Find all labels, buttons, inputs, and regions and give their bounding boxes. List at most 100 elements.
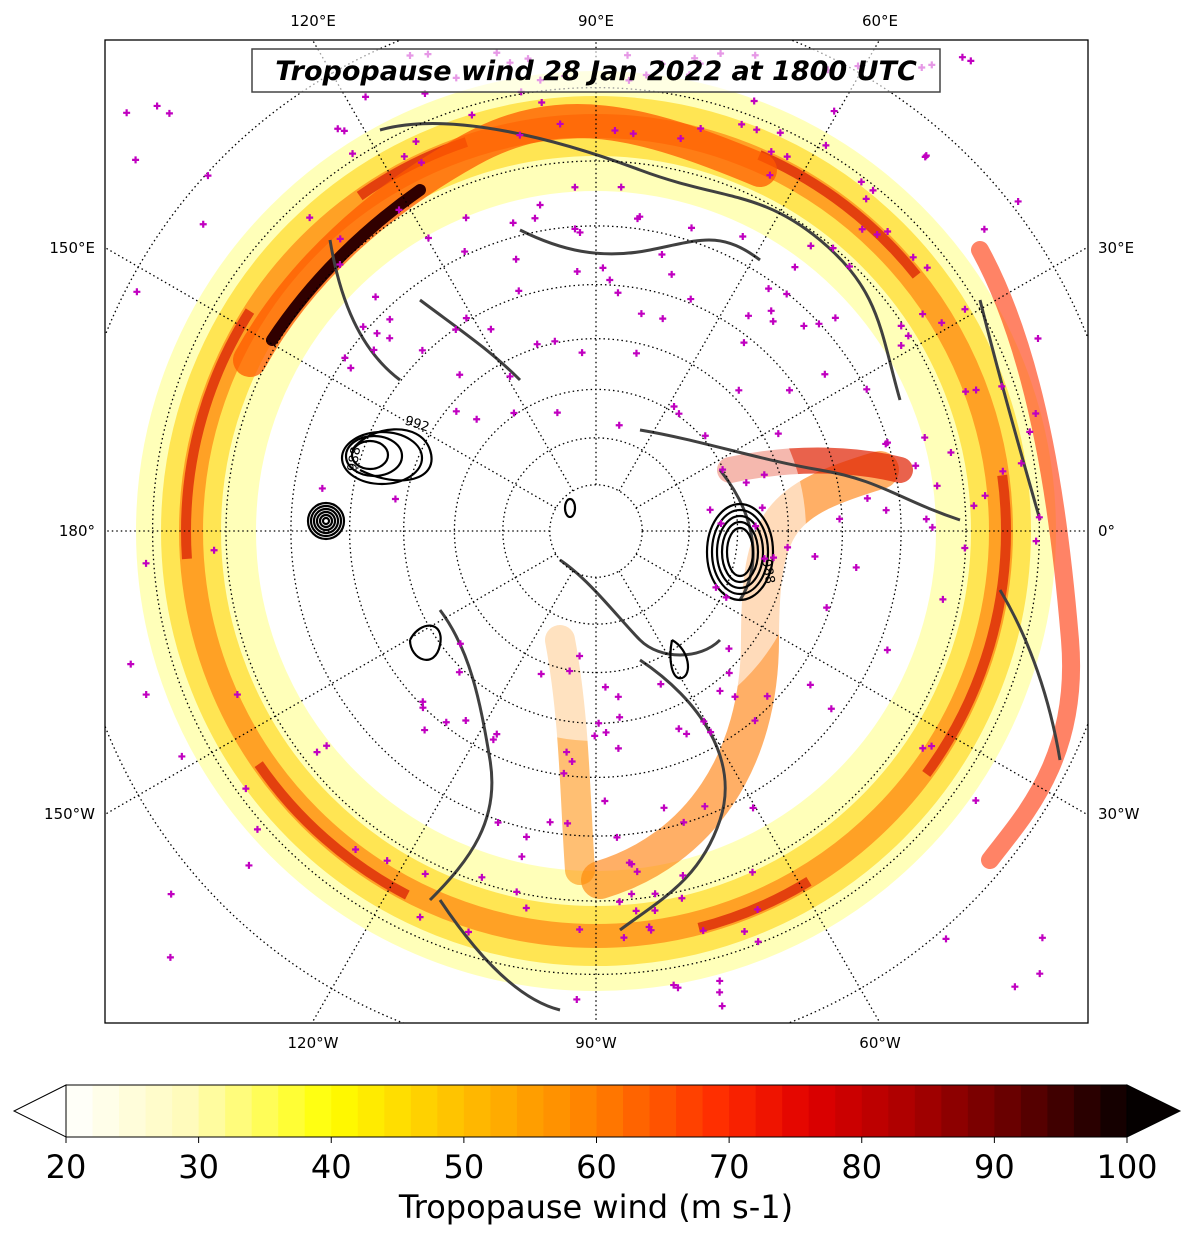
- station-marker: [199, 220, 207, 228]
- station-marker: [972, 386, 980, 394]
- station-marker: [716, 988, 724, 996]
- station-marker: [142, 691, 150, 699]
- coastline: [379, 122, 902, 401]
- station-marker: [611, 126, 619, 134]
- station-marker: [700, 717, 708, 725]
- station-marker: [752, 522, 760, 530]
- colorbar-step: [463, 1085, 491, 1137]
- pressure-contour: [715, 514, 765, 590]
- station-marker: [961, 305, 969, 313]
- colorbar-steps: [66, 1085, 1128, 1137]
- station-marker: [770, 554, 778, 562]
- station-marker: [784, 543, 792, 551]
- coastline: [559, 558, 722, 657]
- station-marker: [616, 713, 624, 721]
- station-marker: [670, 981, 678, 989]
- station-marker: [852, 563, 860, 571]
- station-marker: [744, 312, 752, 320]
- station-marker: [204, 172, 212, 180]
- station-marker: [683, 730, 691, 738]
- station-marker: [938, 319, 946, 327]
- station-marker: [242, 785, 250, 793]
- colorbar-tick-label: 20: [46, 1148, 87, 1186]
- colorbar-step: [198, 1085, 226, 1137]
- station-marker: [573, 995, 581, 1003]
- station-marker: [506, 372, 514, 380]
- station-marker: [421, 726, 429, 734]
- station-marker: [884, 228, 892, 236]
- colorbar-step: [145, 1085, 173, 1137]
- station-marker: [998, 382, 1006, 390]
- station-marker: [909, 253, 917, 261]
- meridian: [618, 570, 881, 1023]
- station-marker: [912, 462, 920, 470]
- station-marker: [980, 225, 988, 233]
- meridian: [105, 246, 557, 509]
- station-marker: [628, 890, 636, 898]
- station-marker: [1034, 335, 1042, 343]
- station-marker: [719, 466, 727, 474]
- colorbar-step: [702, 1085, 730, 1137]
- jet-core: [971, 241, 1081, 869]
- lon-label-90e: 90°E: [578, 12, 614, 30]
- contour-label-988-west: 988: [345, 446, 364, 473]
- station-marker: [513, 888, 521, 896]
- colorbar-step: [278, 1085, 306, 1137]
- station-marker: [536, 201, 544, 209]
- station-marker: [546, 818, 554, 826]
- station-marker: [716, 977, 724, 985]
- station-marker: [897, 322, 905, 330]
- station-marker: [576, 228, 584, 236]
- station-marker: [811, 552, 819, 560]
- pressure-contours: [306, 428, 775, 680]
- station-marker: [981, 492, 989, 500]
- station-marker: [614, 744, 622, 752]
- station-marker: [754, 938, 762, 946]
- lon-label-60w: 60°W: [859, 1034, 901, 1052]
- station-marker: [701, 432, 709, 440]
- station-marker: [456, 371, 464, 379]
- station-marker: [722, 593, 730, 601]
- station-marker: [153, 102, 161, 110]
- colorbar-step: [835, 1085, 863, 1137]
- station-marker: [749, 804, 757, 812]
- colorbar-step: [251, 1085, 279, 1137]
- lon-label-90w: 90°W: [575, 1034, 617, 1052]
- map-title: Tropopause wind 28 Jan 2022 at 1800 UTC: [275, 56, 917, 87]
- station-marker: [706, 506, 714, 514]
- station-marker: [628, 860, 636, 868]
- station-marker: [674, 984, 682, 992]
- station-marker: [740, 339, 748, 347]
- station-marker: [766, 171, 774, 179]
- station-marker: [165, 109, 173, 117]
- station-marker: [556, 120, 564, 128]
- station-marker: [675, 410, 683, 418]
- station-marker: [509, 219, 517, 227]
- station-marker: [417, 159, 425, 167]
- station-marker: [473, 415, 481, 423]
- station-marker: [233, 691, 241, 699]
- station-marker: [571, 183, 579, 191]
- coastline: [328, 239, 401, 382]
- station-marker: [512, 255, 520, 263]
- colorbar-step: [357, 1085, 385, 1137]
- station-marker: [1026, 428, 1034, 436]
- station-marker: [518, 853, 526, 861]
- colorbar-step: [808, 1085, 836, 1137]
- station-marker: [1011, 983, 1019, 991]
- station-marker: [522, 904, 530, 912]
- contour-labels: 992 988 988: [345, 414, 777, 586]
- station-marker: [167, 890, 175, 898]
- station-marker: [829, 244, 837, 252]
- station-marker: [461, 248, 469, 256]
- station-marker: [741, 928, 749, 936]
- pressure-contour: [563, 497, 577, 519]
- station-marker: [769, 317, 777, 325]
- station-marker: [718, 1002, 726, 1010]
- station-marker: [822, 141, 830, 149]
- colorbar-step: [304, 1085, 332, 1137]
- colorbar-step: [941, 1085, 969, 1137]
- pressure-contour: [312, 507, 340, 535]
- station-marker: [487, 325, 495, 333]
- station-marker: [462, 314, 470, 322]
